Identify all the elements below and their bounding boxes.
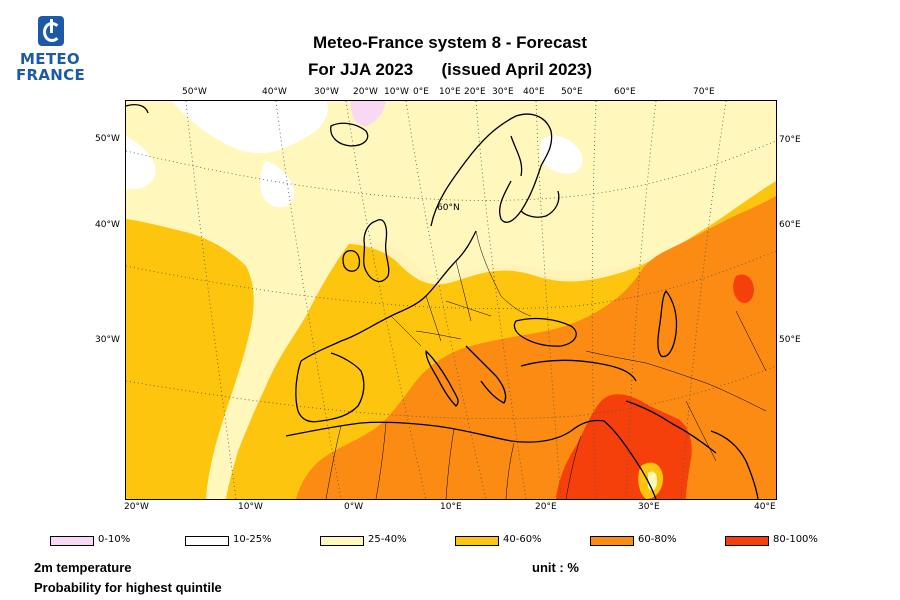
zone-80-100-east xyxy=(733,274,754,303)
grid-label-60n: 60°N xyxy=(437,203,460,213)
top-lon-label: 50°W xyxy=(182,87,207,97)
bottom-lon-label: 10°W xyxy=(238,502,263,512)
zone-40-60-spain xyxy=(300,371,358,423)
top-lon-label: 50°E xyxy=(561,87,583,97)
variable-label: 2m temperature xyxy=(34,560,132,575)
unit-label: unit : % xyxy=(532,560,579,575)
top-lon-label: 30°W xyxy=(314,87,339,97)
legend-swatch xyxy=(50,536,94,546)
top-lon-label: 60°E xyxy=(614,87,636,97)
legend: 0-10% 10-25% 25-40% 40-60% 60-80% 80-100… xyxy=(50,534,850,548)
description-label: Probability for highest quintile xyxy=(34,580,222,595)
bottom-lon-label: 30°E xyxy=(638,502,660,512)
left-lon-label: 50°W xyxy=(95,134,120,144)
probability-map: 60°N xyxy=(125,100,777,500)
legend-swatch xyxy=(590,536,634,546)
top-lon-label: 40°W xyxy=(262,87,287,97)
top-lon-label: 0°E xyxy=(413,87,429,97)
top-lon-label: 30°E xyxy=(492,87,514,97)
legend-swatch xyxy=(725,536,769,546)
legend-swatch xyxy=(455,536,499,546)
top-lon-label: 10°E xyxy=(439,87,461,97)
meteo-france-logo-icon xyxy=(38,16,64,46)
legend-label: 80-100% xyxy=(773,534,818,545)
bottom-lon-label: 20°W xyxy=(124,502,149,512)
country-borders xyxy=(325,230,767,499)
graticule xyxy=(126,101,776,499)
legend-label: 60-80% xyxy=(638,534,677,545)
left-lon-label: 40°W xyxy=(95,220,120,230)
legend-label: 25-40% xyxy=(368,534,407,545)
bottom-lon-label: 40°E xyxy=(754,502,776,512)
bottom-lon-label: 20°E xyxy=(535,502,557,512)
right-lon-label: 60°E xyxy=(779,220,801,230)
logo-text-line2: FRANCE xyxy=(16,66,86,84)
title-line2: For JJA 2023 (issued April 2023) xyxy=(307,60,593,79)
top-lon-label: 10°W xyxy=(384,87,409,97)
zone-10-25-patch xyxy=(171,101,328,153)
coastlines xyxy=(126,104,759,499)
zone-0-10-patch xyxy=(350,101,386,126)
meteo-france-logo: METEO FRANCE xyxy=(16,16,86,86)
top-lon-label: 20°W xyxy=(353,87,378,97)
legend-label: 40-60% xyxy=(503,534,542,545)
logo-text-line1: METEO xyxy=(20,50,80,68)
zone-10-25-patch xyxy=(126,136,156,189)
map-title: Meteo-France system 8 - Forecast For JJA… xyxy=(0,29,900,83)
legend-swatch xyxy=(185,536,229,546)
top-lon-label: 40°E xyxy=(523,87,545,97)
probability-map-svg xyxy=(126,101,776,499)
bottom-lon-label: 0°W xyxy=(344,502,364,512)
left-lon-label: 30°W xyxy=(95,335,120,345)
legend-label: 10-25% xyxy=(233,534,272,545)
legend-label: 0-10% xyxy=(98,534,131,545)
right-lon-label: 50°E xyxy=(779,335,801,345)
legend-swatch xyxy=(320,536,364,546)
zone-10-25-patch xyxy=(260,161,295,208)
right-lon-label: 70°E xyxy=(779,135,801,145)
title-line1: Meteo-France system 8 - Forecast xyxy=(313,33,587,52)
top-lon-label: 20°E xyxy=(464,87,486,97)
top-lon-label: 70°E xyxy=(693,87,715,97)
bottom-lon-label: 10°E xyxy=(440,502,462,512)
